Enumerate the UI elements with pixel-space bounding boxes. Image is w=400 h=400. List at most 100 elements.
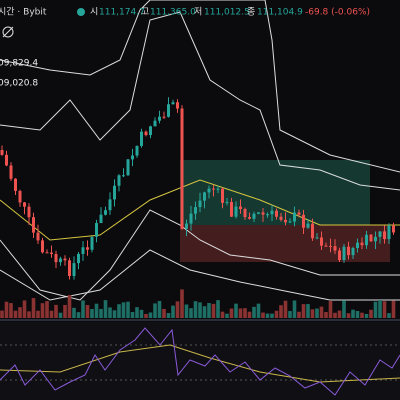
candle-body	[293, 212, 296, 222]
indicator-value: 09,020.8	[0, 79, 38, 89]
candles	[0, 97, 395, 280]
candle-body	[378, 231, 382, 237]
volume-bar	[130, 311, 135, 318]
candle-body	[72, 263, 76, 277]
candle-body	[347, 246, 350, 256]
ohlc-label: 고	[141, 8, 149, 18]
candle-body	[261, 212, 265, 215]
volume-bar	[18, 307, 22, 318]
volume-bar	[22, 300, 27, 318]
candle-body	[266, 214, 269, 216]
volume-bar	[0, 310, 4, 318]
candle-body	[131, 155, 134, 160]
volume-bar	[36, 310, 40, 318]
volume-bar	[351, 309, 355, 318]
rsi-signal-line	[0, 344, 400, 383]
visibility-toggle[interactable]	[2, 26, 14, 38]
volume-bar	[234, 303, 238, 318]
volume-bar	[252, 306, 256, 318]
candle-body	[95, 223, 98, 237]
candle-body	[104, 210, 107, 215]
volume-bar	[387, 313, 391, 318]
candle-body	[203, 192, 206, 201]
candle-body	[198, 200, 202, 208]
candle-body	[59, 258, 62, 263]
volume-bar	[279, 305, 283, 318]
candle-body	[257, 212, 260, 214]
candle-body	[239, 206, 242, 210]
volume-bar	[378, 300, 382, 318]
candle-body	[122, 175, 125, 177]
volume-bar	[108, 307, 112, 318]
ohlc-value: 111,012.5	[204, 8, 250, 18]
volume-bar	[265, 313, 270, 318]
candle-body	[216, 188, 220, 190]
volume-bar	[229, 308, 234, 318]
candle-body	[171, 102, 175, 105]
candle-body	[77, 253, 80, 264]
volume-bar	[220, 311, 225, 318]
candle-body	[140, 131, 143, 146]
candle-body	[9, 165, 13, 179]
volume-bar	[382, 301, 387, 318]
volume-bar	[355, 310, 360, 318]
candle-body	[333, 246, 337, 251]
volume-bar	[202, 306, 207, 318]
candle-body	[81, 247, 85, 254]
candle-body	[194, 207, 197, 214]
volume-bar	[288, 311, 292, 318]
candle-body	[126, 159, 130, 176]
volume-bar	[297, 311, 301, 318]
volume-bar	[54, 304, 58, 318]
candle-body	[248, 217, 251, 219]
ohlc-label: 시	[90, 7, 98, 18]
volume-bar	[310, 309, 315, 318]
volume-bar	[103, 300, 108, 318]
rsi-line	[0, 327, 400, 396]
volume-bar	[90, 308, 94, 318]
candle-body	[117, 175, 121, 186]
long-position-loss-zone	[180, 225, 390, 262]
volume-bar	[193, 301, 198, 318]
volume-bar	[4, 301, 9, 318]
candle-body	[158, 116, 161, 121]
candle-body	[149, 126, 152, 136]
candle-body	[90, 236, 94, 250]
candle-body	[14, 178, 17, 191]
candle-body	[315, 237, 319, 239]
volume-bar	[274, 310, 279, 318]
candle-body	[36, 232, 40, 241]
volume-bar	[171, 305, 175, 318]
eye-icon[interactable]	[2, 26, 14, 38]
eye-slash	[2, 26, 14, 38]
candle-body	[342, 246, 346, 261]
candle-body	[207, 188, 211, 193]
volume-bar	[40, 303, 45, 318]
candle-body	[212, 188, 215, 190]
candle-body	[63, 258, 67, 261]
candle-body	[45, 252, 49, 254]
candle-body	[374, 236, 377, 242]
volume-bar	[301, 304, 306, 318]
candle-body	[27, 206, 31, 218]
candle-body	[306, 223, 310, 228]
ohlc-value: 111,104.9	[257, 8, 303, 18]
volume-bar	[72, 307, 76, 318]
volume-bar	[85, 305, 90, 318]
volume-bar	[81, 300, 85, 318]
volume-bar	[391, 300, 396, 318]
volume-bar	[180, 289, 184, 318]
candle-body	[68, 260, 71, 277]
volume-bar	[13, 310, 18, 318]
candle-body	[167, 104, 170, 117]
volume-bars	[0, 289, 396, 318]
volume-bar	[306, 304, 310, 318]
volume-bar	[162, 308, 166, 318]
volume-bar	[225, 313, 229, 318]
volume-bar	[121, 302, 126, 318]
candle-body	[99, 214, 103, 224]
volume-bar	[99, 308, 103, 318]
volume-bar	[270, 313, 274, 318]
